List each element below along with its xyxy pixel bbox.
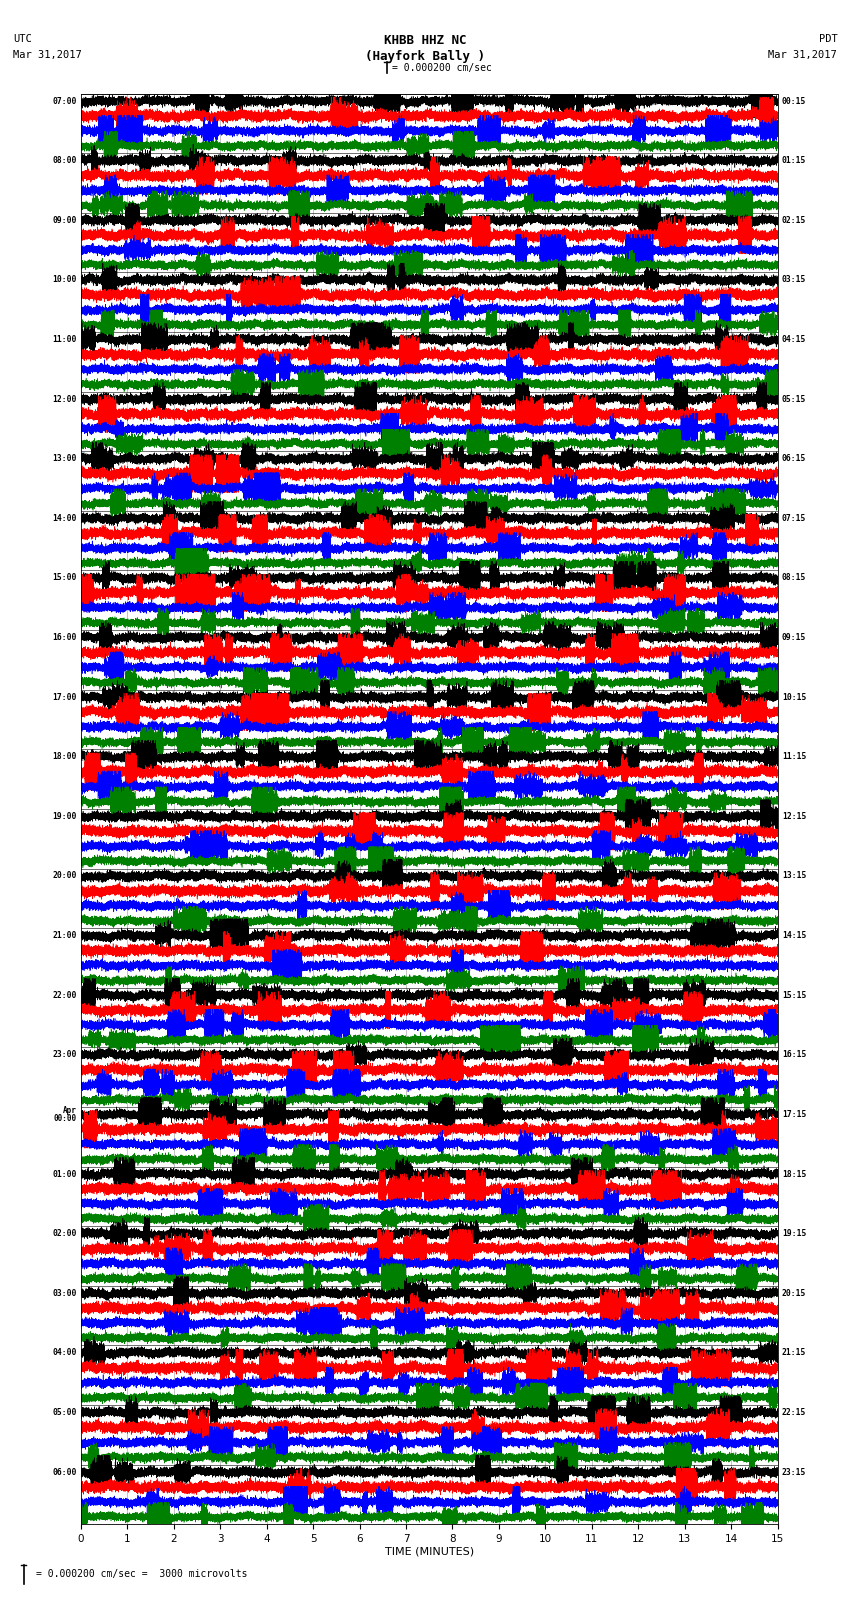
Text: 03:15: 03:15 bbox=[782, 276, 807, 284]
Text: 15:15: 15:15 bbox=[782, 990, 807, 1000]
Text: 23:00: 23:00 bbox=[52, 1050, 76, 1060]
Text: 01:00: 01:00 bbox=[52, 1169, 76, 1179]
Text: 19:15: 19:15 bbox=[782, 1229, 807, 1239]
Text: 07:00: 07:00 bbox=[52, 97, 76, 105]
Text: 04:00: 04:00 bbox=[52, 1348, 76, 1358]
Text: PDT: PDT bbox=[819, 34, 837, 44]
Text: 06:00: 06:00 bbox=[52, 1468, 76, 1476]
Text: Mar 31,2017: Mar 31,2017 bbox=[13, 50, 82, 60]
Text: 02:15: 02:15 bbox=[782, 216, 807, 224]
Text: 14:00: 14:00 bbox=[52, 515, 76, 523]
Text: 02:00: 02:00 bbox=[52, 1229, 76, 1239]
Text: 03:00: 03:00 bbox=[52, 1289, 76, 1298]
Text: 13:15: 13:15 bbox=[782, 871, 807, 881]
Text: 19:00: 19:00 bbox=[52, 811, 76, 821]
Text: 14:15: 14:15 bbox=[782, 931, 807, 940]
Text: 16:00: 16:00 bbox=[52, 632, 76, 642]
Text: 22:15: 22:15 bbox=[782, 1408, 807, 1416]
Text: 11:00: 11:00 bbox=[52, 336, 76, 344]
Text: 08:15: 08:15 bbox=[782, 573, 807, 582]
Text: 00:00: 00:00 bbox=[54, 1113, 76, 1123]
Text: 09:15: 09:15 bbox=[782, 632, 807, 642]
Text: Apr: Apr bbox=[63, 1107, 76, 1115]
Text: 20:00: 20:00 bbox=[52, 871, 76, 881]
Text: 12:15: 12:15 bbox=[782, 811, 807, 821]
Text: 11:15: 11:15 bbox=[782, 752, 807, 761]
Text: 21:15: 21:15 bbox=[782, 1348, 807, 1358]
Text: Mar 31,2017: Mar 31,2017 bbox=[768, 50, 837, 60]
Text: 05:15: 05:15 bbox=[782, 395, 807, 403]
Text: 05:00: 05:00 bbox=[52, 1408, 76, 1416]
Text: 07:15: 07:15 bbox=[782, 515, 807, 523]
Text: 17:00: 17:00 bbox=[52, 692, 76, 702]
X-axis label: TIME (MINUTES): TIME (MINUTES) bbox=[385, 1547, 473, 1557]
Text: 13:00: 13:00 bbox=[52, 455, 76, 463]
Text: 15:00: 15:00 bbox=[52, 573, 76, 582]
Text: 10:15: 10:15 bbox=[782, 692, 807, 702]
Text: 18:15: 18:15 bbox=[782, 1169, 807, 1179]
Text: 23:15: 23:15 bbox=[782, 1468, 807, 1476]
Text: 09:00: 09:00 bbox=[52, 216, 76, 224]
Text: 04:15: 04:15 bbox=[782, 336, 807, 344]
Text: 21:00: 21:00 bbox=[52, 931, 76, 940]
Text: 18:00: 18:00 bbox=[52, 752, 76, 761]
Text: (Hayfork Bally ): (Hayfork Bally ) bbox=[365, 50, 485, 63]
Text: 08:00: 08:00 bbox=[52, 156, 76, 165]
Text: 00:15: 00:15 bbox=[782, 97, 807, 105]
Text: = 0.000200 cm/sec =  3000 microvolts: = 0.000200 cm/sec = 3000 microvolts bbox=[36, 1569, 247, 1579]
Text: 20:15: 20:15 bbox=[782, 1289, 807, 1298]
Text: 01:15: 01:15 bbox=[782, 156, 807, 165]
Text: 06:15: 06:15 bbox=[782, 455, 807, 463]
Text: = 0.000200 cm/sec: = 0.000200 cm/sec bbox=[392, 63, 491, 73]
Text: UTC: UTC bbox=[13, 34, 31, 44]
Text: 22:00: 22:00 bbox=[52, 990, 76, 1000]
Text: KHBB HHZ NC: KHBB HHZ NC bbox=[383, 34, 467, 47]
Text: 16:15: 16:15 bbox=[782, 1050, 807, 1060]
Text: 12:00: 12:00 bbox=[52, 395, 76, 403]
Text: 10:00: 10:00 bbox=[52, 276, 76, 284]
Text: 17:15: 17:15 bbox=[782, 1110, 807, 1119]
